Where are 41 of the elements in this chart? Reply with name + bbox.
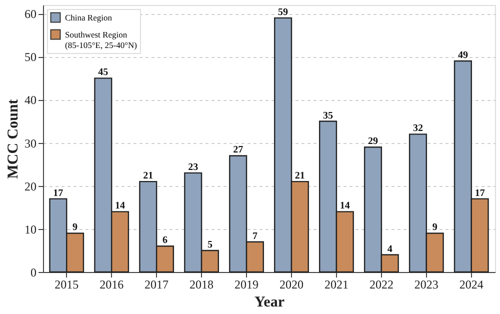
data-label: 21 — [294, 170, 305, 182]
x-tick-label: 2021 — [324, 278, 348, 292]
data-label: 21 — [143, 170, 154, 182]
data-label: 59 — [278, 6, 288, 18]
data-label: 6 — [162, 235, 168, 246]
data-label: 32 — [412, 123, 423, 134]
x-tick-label: 2023 — [414, 278, 438, 292]
x-tick-label: 2020 — [279, 278, 304, 292]
legend-label: China Region — [65, 12, 113, 22]
y-axis-title: MCC Count — [6, 99, 22, 179]
data-label: 5 — [207, 239, 212, 250]
data-label: 14 — [340, 200, 350, 212]
y-tick-label: 10 — [24, 222, 36, 236]
x-tick-label: 2024 — [459, 278, 484, 292]
data-label: 9 — [72, 222, 78, 234]
y-tick-label: 50 — [24, 50, 36, 64]
data-label: 23 — [188, 162, 198, 173]
data-label: 45 — [98, 67, 108, 78]
data-label: 4 — [387, 244, 392, 255]
y-tick-label: 30 — [24, 136, 36, 150]
x-tick-label: 2015 — [54, 278, 79, 292]
x-axis-title: Year — [254, 294, 285, 310]
y-tick-label: 0 — [30, 266, 36, 280]
x-tick-label: 2018 — [190, 278, 214, 292]
data-label: 27 — [233, 144, 244, 156]
data-label: 17 — [474, 188, 485, 199]
legend-label: Southwest Region (85-105°E, 25-40°N) — [65, 30, 138, 50]
data-label: 35 — [323, 110, 334, 122]
data-label: 7 — [252, 230, 258, 242]
x-tick-label: 2016 — [100, 278, 124, 292]
x-tick-label: 2017 — [144, 278, 169, 292]
y-tick-label: 40 — [24, 93, 36, 108]
x-tick-label: 2019 — [234, 278, 259, 292]
x-tick-label: 2022 — [369, 278, 394, 292]
data-label: 17 — [53, 188, 64, 199]
y-tick-label: 60 — [24, 7, 36, 22]
data-label: 29 — [368, 136, 378, 148]
data-label: 14 — [115, 200, 126, 212]
y-tick-label: 20 — [24, 179, 36, 194]
data-label: 49 — [458, 50, 468, 61]
data-label: 9 — [432, 222, 438, 234]
